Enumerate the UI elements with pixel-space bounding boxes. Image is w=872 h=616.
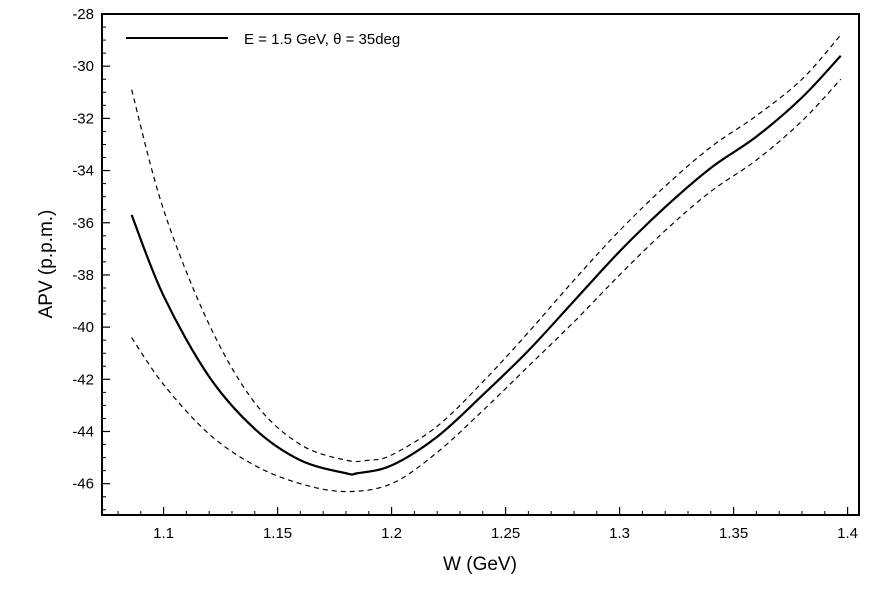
axis-ticks: 1.1 1.15 1.2 1.25 1.3 1.35 1.4 -46 -44 -42 -40 -38 -… [72, 6, 858, 542]
y-tick-label-3: -40 [72, 319, 94, 336]
x-tick-label-2: 1.2 [381, 525, 402, 542]
y-tick-label-6: -34 [72, 163, 94, 180]
y-tick-label-7: -32 [72, 110, 94, 127]
y-tick-label-5: -36 [72, 215, 94, 232]
plot-frame [101, 13, 860, 516]
x-tick-label-1: 1.15 [263, 525, 292, 542]
y-axis-title: APV (p.p.m.) [36, 210, 57, 319]
y-tick-label-0: -46 [72, 476, 94, 493]
legend-label: E = 1.5 GeV, θ = 35deg [244, 31, 400, 48]
y-tick-label-8: -30 [72, 58, 94, 75]
series-line-e-1-5-gev-35deg [130, 55, 842, 476]
y-tick-label-9: -28 [72, 6, 94, 23]
x-tick-label-0: 1.1 [153, 525, 174, 542]
x-tick-label-6: 1.4 [837, 525, 858, 542]
series-layer [130, 34, 842, 493]
x-tick-label-3: 1.25 [491, 525, 520, 542]
x-axis-title: W (GeV) [443, 554, 517, 575]
x-tick-label-5: 1.35 [719, 525, 748, 542]
series-line-lower-bound [131, 78, 842, 493]
y-tick-label-4: -38 [72, 267, 94, 284]
legend: E = 1.5 GeV, θ = 35deg [126, 31, 400, 48]
y-tick-label-2: -42 [72, 371, 94, 388]
y-tick-label-1: -44 [72, 424, 94, 441]
series-line-upper-bound [131, 34, 842, 463]
x-tick-label-4: 1.3 [609, 525, 630, 542]
